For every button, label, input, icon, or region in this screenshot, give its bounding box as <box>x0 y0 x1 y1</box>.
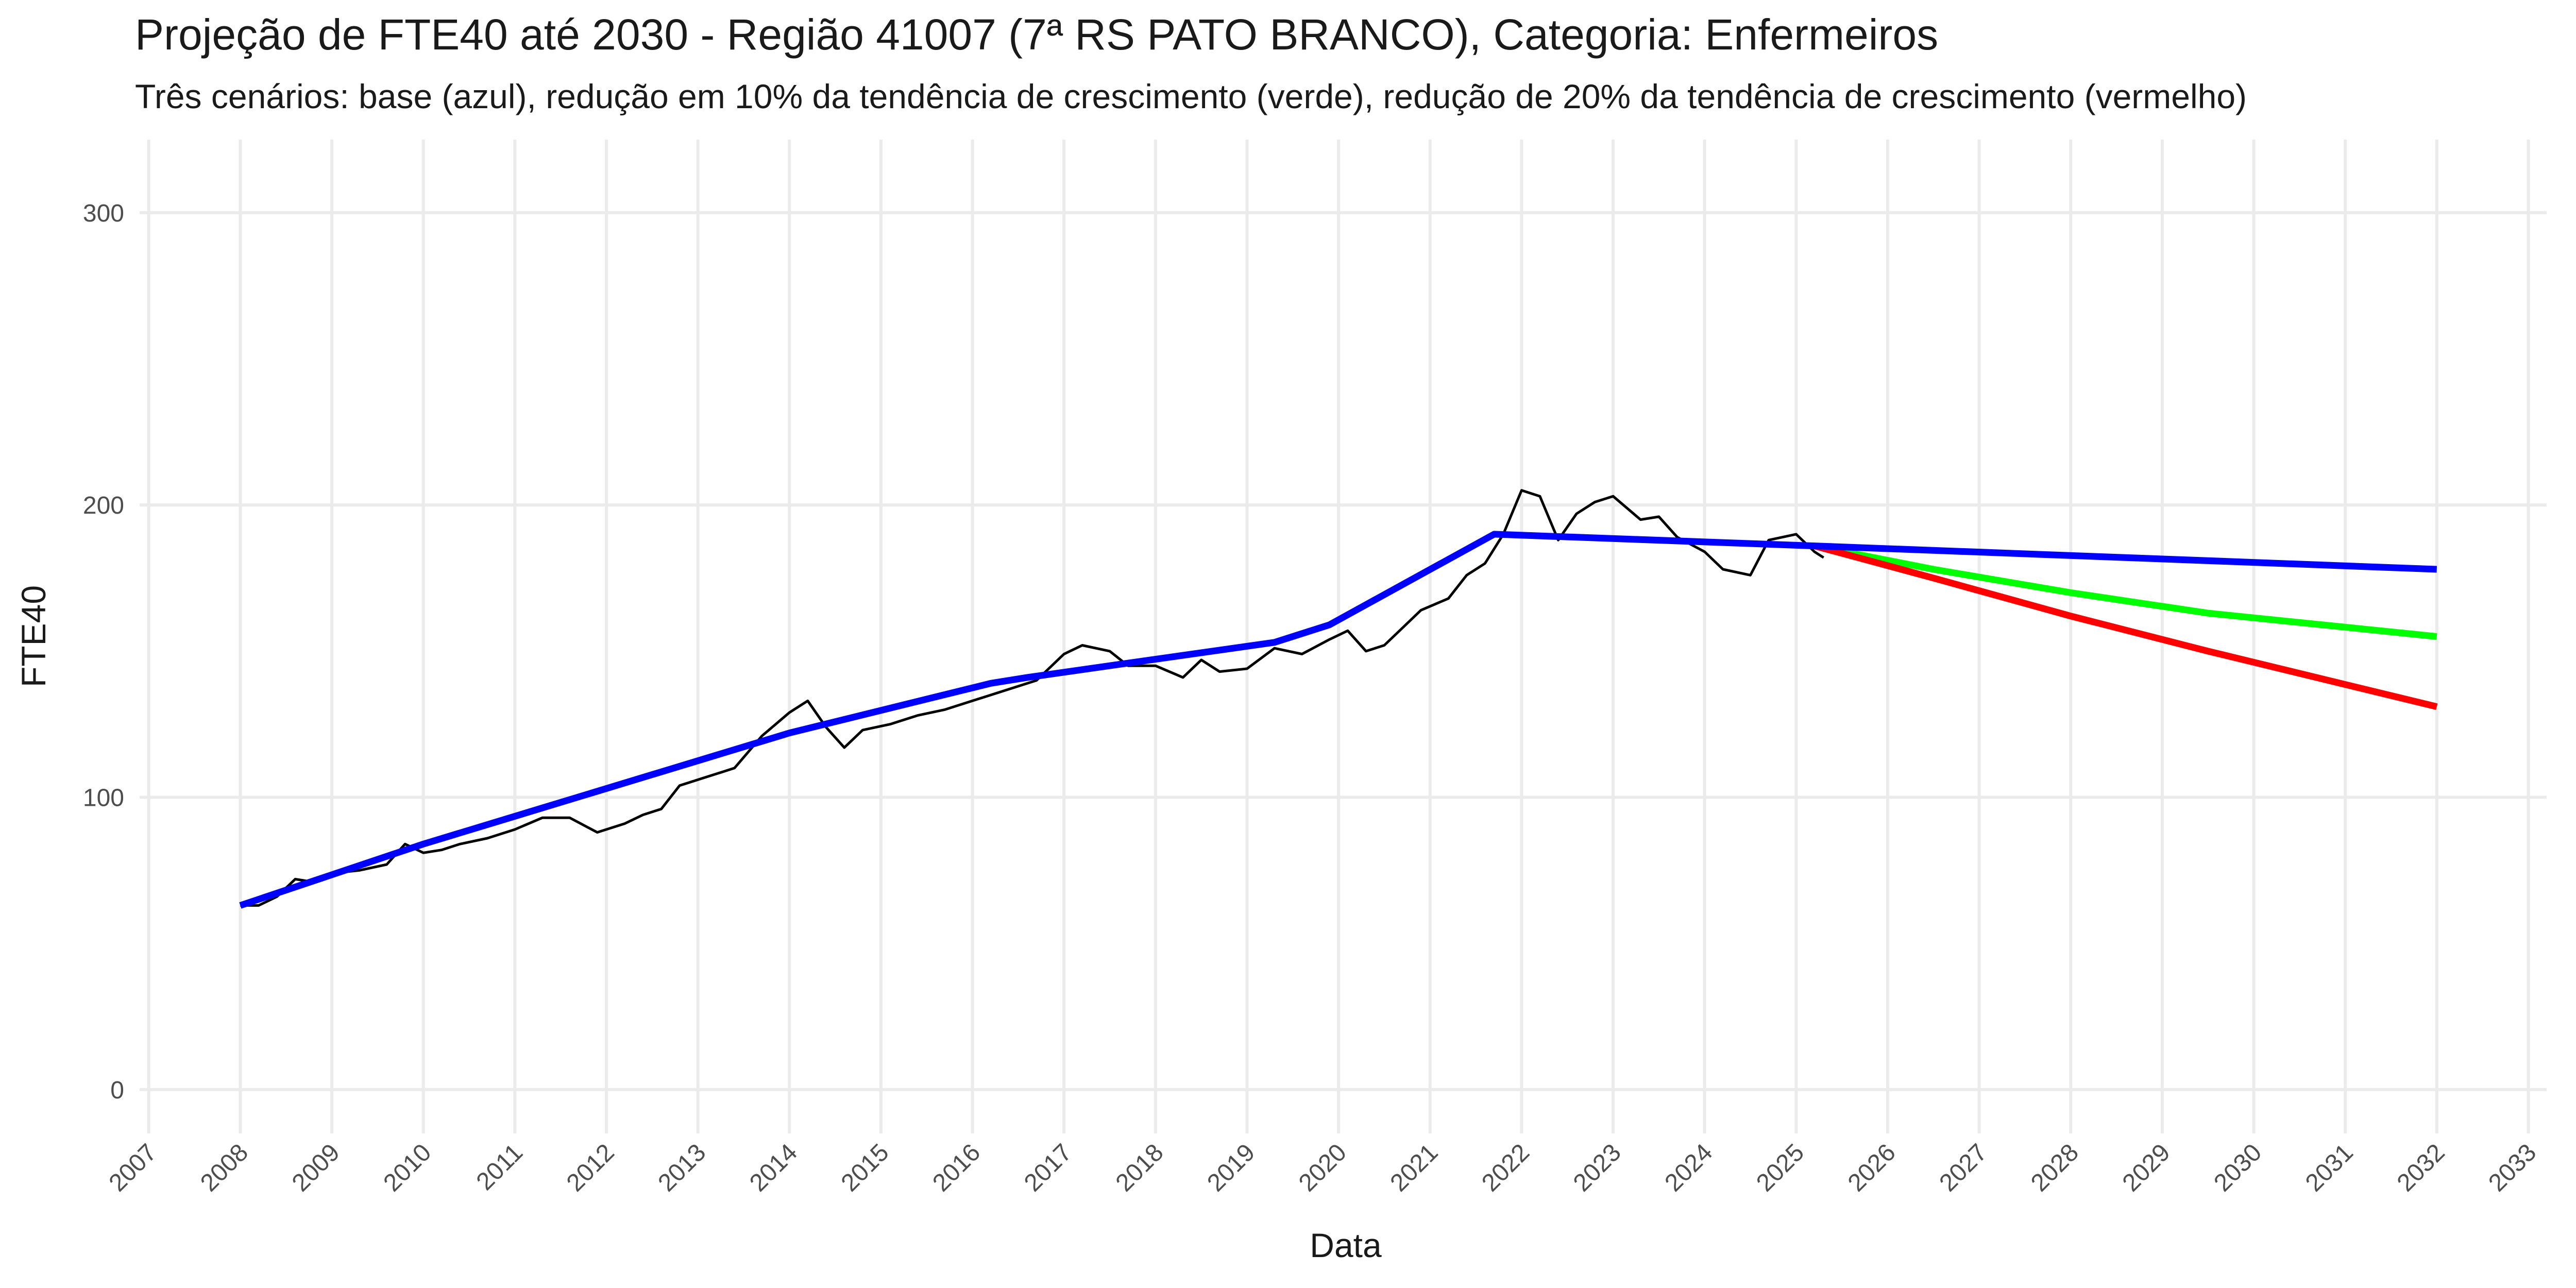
x-tick-label: 2017 <box>1019 1139 1077 1197</box>
chart-subtitle: Três cenários: base (azul), redução em 1… <box>135 77 2247 115</box>
x-tick-label: 2031 <box>2300 1139 2359 1197</box>
y-tick-label: 0 <box>110 1077 124 1104</box>
y-axis-title: FTE40 <box>14 585 53 687</box>
y-tick-label: 200 <box>83 492 124 519</box>
chart-title: Projeção de FTE40 até 2030 - Região 4100… <box>135 10 1938 59</box>
x-tick-label: 2015 <box>836 1139 894 1197</box>
x-tick-label: 2019 <box>1202 1139 1260 1197</box>
y-tick-label: 100 <box>83 785 124 812</box>
x-tick-label: 2014 <box>744 1139 803 1197</box>
x-tick-label: 2024 <box>1659 1139 1718 1197</box>
x-tick-label: 2013 <box>653 1139 711 1197</box>
line-series <box>240 489 1824 907</box>
x-tick-label: 2026 <box>1843 1139 1901 1197</box>
x-tick-label: 2029 <box>2117 1139 2176 1197</box>
x-tick-label: 2032 <box>2392 1139 2450 1197</box>
x-tick-label: 2009 <box>287 1139 345 1197</box>
line-series <box>1814 543 2438 710</box>
x-axis-title: Data <box>1310 1226 1382 1264</box>
x-tick-label: 2028 <box>2026 1139 2084 1197</box>
x-tick-label: 2033 <box>2483 1139 2541 1197</box>
x-tick-label: 2025 <box>1751 1139 1809 1197</box>
y-tick-label: 300 <box>83 200 124 227</box>
x-tick-label: 2027 <box>1934 1139 1992 1197</box>
x-tick-label: 2011 <box>471 1139 528 1195</box>
x-tick-label: 2007 <box>104 1139 162 1197</box>
line-series <box>239 531 2437 909</box>
x-tick-label: 2010 <box>378 1139 436 1197</box>
line-series <box>1814 543 2437 640</box>
x-tick-label: 2018 <box>1111 1139 1169 1197</box>
x-tick-label: 2016 <box>927 1139 986 1197</box>
x-tick-label: 2023 <box>1568 1139 1626 1197</box>
x-tick-label: 2022 <box>1477 1139 1535 1197</box>
x-tick-label: 2030 <box>2209 1139 2267 1197</box>
x-tick-label: 2008 <box>195 1139 253 1197</box>
x-tick-label: 2012 <box>562 1139 620 1197</box>
x-tick-label: 2020 <box>1294 1139 1352 1197</box>
x-tick-label: 2021 <box>1385 1139 1444 1197</box>
